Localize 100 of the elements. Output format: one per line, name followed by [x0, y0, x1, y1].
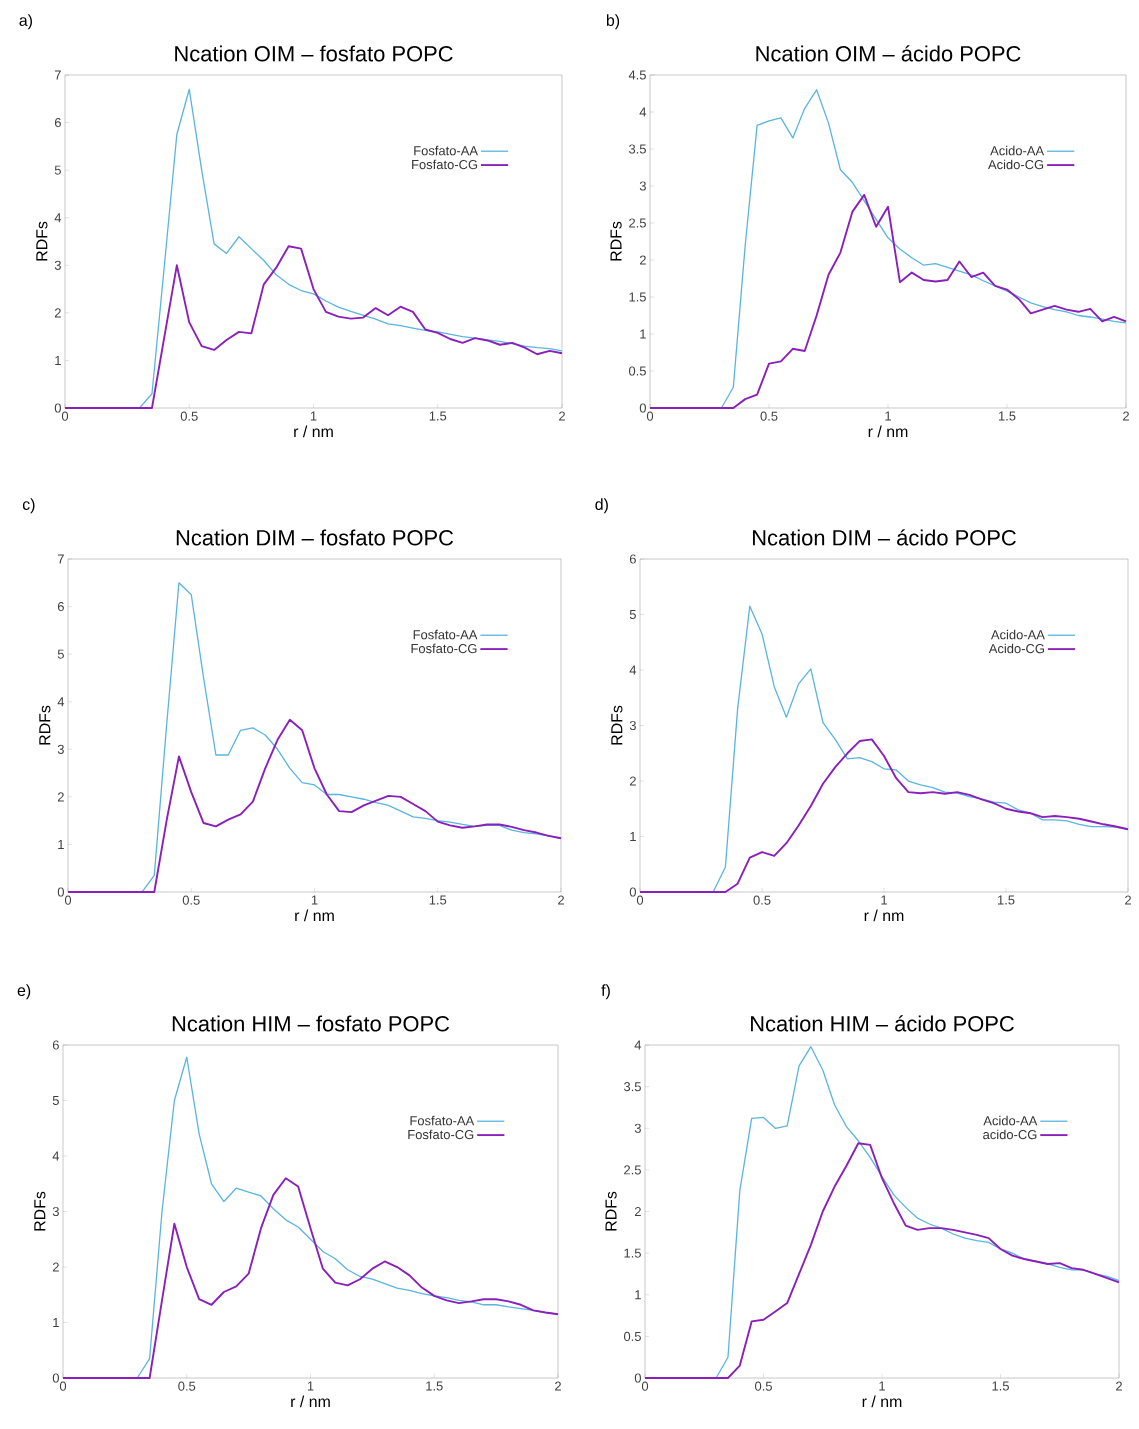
- y-tick-label: 1: [58, 839, 64, 849]
- x-axis-title: r / nm: [291, 1395, 330, 1408]
- x-tick-label: 2: [1116, 1381, 1122, 1391]
- legend-label: Fosfato-AA: [413, 629, 478, 640]
- x-tick-label: 1.5: [997, 895, 1015, 905]
- text: a): [19, 14, 32, 30]
- x-tick-label: 1.5: [429, 411, 447, 421]
- y-tick-label: 4.5: [628, 70, 646, 80]
- y-tick-label: 1: [630, 832, 636, 841]
- y-tick-label: 1.5: [629, 292, 646, 302]
- legend-label: Acido-CG: [988, 643, 1044, 654]
- x-tick-label: 0.5: [760, 411, 778, 421]
- legend-label: Fosfato-AA: [414, 145, 478, 156]
- legend-label: Fosfato-CG: [412, 159, 478, 170]
- y-tick-label: 2: [634, 1206, 641, 1217]
- x-tick-label: 2: [559, 411, 565, 421]
- x-tick-label: 0.5: [180, 411, 198, 421]
- y-tick-label: 6: [54, 117, 61, 128]
- y-tick-label: 1.5: [624, 1248, 641, 1258]
- y-tick-label: 0: [634, 1373, 641, 1383]
- y-tick-label: 1: [53, 1318, 59, 1327]
- x-tick-label: 1: [885, 411, 891, 421]
- x-tick-label: 0: [64, 895, 72, 905]
- y-tick-label: 3: [54, 260, 61, 270]
- x-tick-label: 0.5: [178, 1381, 196, 1391]
- text: b): [606, 14, 620, 30]
- y-tick-label: 2: [52, 1262, 59, 1272]
- y-tick-label: 2: [629, 776, 636, 786]
- y-tick-label: 2: [639, 255, 646, 265]
- y-tick-label: 3.5: [623, 1082, 641, 1092]
- x-tick-label: 1: [311, 895, 318, 905]
- text: d): [595, 498, 608, 514]
- y-tick-label: 0: [52, 1373, 59, 1383]
- y-tick-label: 2: [57, 792, 64, 802]
- y-tick-label: 4: [54, 213, 62, 223]
- legend-label: Acido-AA: [990, 629, 1045, 640]
- x-tick-label: 0.5: [755, 1381, 772, 1391]
- y-axis-title: RDFs: [36, 221, 48, 261]
- x-tick-label: 1.5: [992, 1381, 1009, 1391]
- y-tick-label: 4: [634, 1040, 642, 1050]
- y-tick-label: 2.5: [624, 1165, 641, 1175]
- x-tick-label: 1.5: [998, 411, 1016, 421]
- x-axis-title: r / nm: [294, 425, 333, 438]
- legend-label: Fosfato-AA: [410, 1115, 475, 1126]
- y-tick-label: 1: [55, 355, 61, 365]
- legend-label: acido-CG: [983, 1129, 1037, 1140]
- legend-label: Acido-AA: [990, 145, 1045, 156]
- y-tick-label: 2: [54, 308, 61, 318]
- y-axis-title: RDFs: [611, 705, 623, 745]
- chart-title: Ncation DIM – ácido POPC: [753, 529, 1016, 546]
- y-tick-label: 3: [57, 744, 64, 754]
- y-tick-label: 3: [52, 1206, 59, 1217]
- y-tick-label: 4: [52, 1151, 60, 1161]
- chart-title: Ncation OIM – fosfato POPC: [175, 45, 453, 62]
- x-axis-title: r / nm: [295, 909, 334, 922]
- chart-title: Ncation HIM – ácido POPC: [751, 1015, 1014, 1032]
- legend-label: Acido-AA: [983, 1115, 1038, 1126]
- legend-label: Acido-CG: [988, 159, 1044, 170]
- y-tick-label: 0: [629, 887, 636, 897]
- y-tick-label: 6: [629, 554, 636, 564]
- x-tick-label: 2: [1125, 895, 1131, 905]
- y-tick-label: 4: [629, 665, 637, 675]
- x-tick-label: 1: [307, 1381, 314, 1391]
- text: e): [17, 984, 31, 1000]
- y-tick-label: 5: [57, 649, 64, 659]
- y-tick-label: 1: [640, 329, 646, 339]
- y-tick-label: 0.5: [623, 1331, 641, 1341]
- x-axis-title: r / nm: [862, 1395, 902, 1408]
- text: c): [22, 498, 35, 514]
- x-axis-title: r / nm: [864, 909, 904, 922]
- x-tick-label: 2: [558, 895, 564, 905]
- y-tick-label: 7: [57, 554, 64, 564]
- y-axis-title: RDFs: [605, 1191, 617, 1231]
- x-tick-label: 0: [646, 411, 654, 421]
- x-tick-label: 0.5: [753, 895, 771, 905]
- x-tick-label: 1.5: [429, 895, 447, 905]
- y-tick-label: 3: [634, 1123, 641, 1133]
- text: f): [601, 984, 610, 1000]
- y-tick-label: 3: [639, 181, 646, 191]
- y-tick-label: 0: [639, 403, 646, 413]
- y-axis-title: RDFs: [34, 1191, 46, 1231]
- y-tick-label: 5: [54, 165, 61, 175]
- y-tick-label: 7: [54, 70, 61, 80]
- x-tick-label: 2: [555, 1381, 561, 1391]
- x-tick-label: 0.5: [182, 895, 200, 905]
- y-axis-title: RDFs: [610, 221, 622, 261]
- y-tick-label: 5: [52, 1096, 59, 1106]
- y-tick-label: 4: [639, 107, 647, 117]
- x-axis-title: r / nm: [868, 425, 908, 438]
- x-tick-label: 1: [879, 1381, 885, 1391]
- x-tick-label: 1: [881, 895, 887, 905]
- y-tick-label: 5: [629, 610, 636, 620]
- chart-title: Ncation OIM – ácido POPC: [756, 45, 1021, 62]
- legend-label: Fosfato-CG: [408, 1129, 474, 1140]
- y-tick-label: 4: [57, 697, 65, 707]
- y-tick-label: 0: [54, 403, 61, 413]
- y-tick-label: 0.5: [628, 366, 646, 376]
- y-tick-label: 1: [635, 1290, 641, 1300]
- legend-label: Fosfato-CG: [411, 643, 477, 654]
- y-tick-label: 3.5: [628, 144, 646, 154]
